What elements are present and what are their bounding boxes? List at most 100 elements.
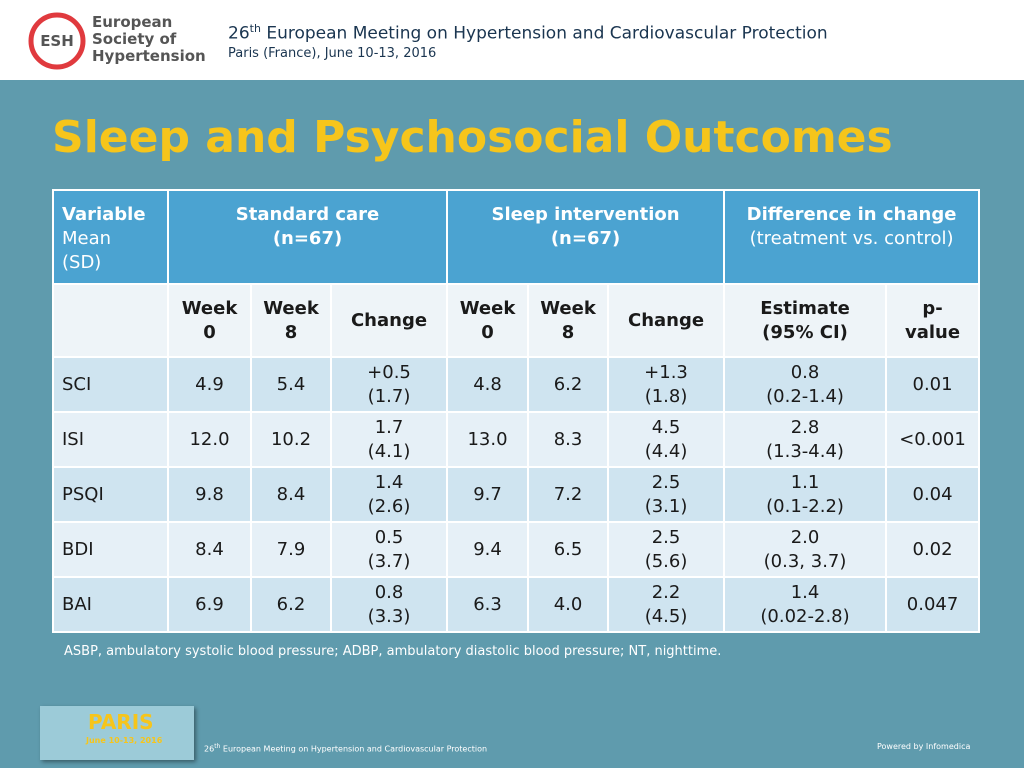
cell-line: Change (627, 309, 705, 331)
cell-line: 0.8 (790, 361, 820, 383)
data-cell: 1.1 (0.1-2.2) (723, 466, 888, 523)
data-cell: 6.9 (167, 576, 252, 633)
data-cell: 0.01 (885, 356, 981, 413)
footnote: ASBP, ambulatory systolic blood pressure… (64, 644, 722, 659)
cell-line: Sleep intervention (491, 204, 680, 225)
subheader-cell: Change (329, 283, 449, 358)
cell-line: (n=67) (272, 228, 343, 249)
cell-text: BAI (62, 593, 92, 615)
cell-line: (4.1) (367, 440, 411, 462)
ordinal-suffix: th (249, 22, 261, 35)
data-cell: ISI (52, 411, 169, 468)
cell-line: 0.5 (374, 526, 404, 548)
logo-line: Society of (92, 30, 177, 48)
data-cell: 12.0 (167, 411, 252, 468)
badge-city: PARIS (88, 710, 154, 734)
data-cell: 8.3 (527, 411, 610, 468)
data-cell: 9.7 (446, 466, 530, 523)
data-row: BDI 8.4 7.9 0.5 (3.7) 9.4 6.5 2.5 (5.6) 2.0 (0.3, … (52, 521, 981, 578)
footer-credit: Powered by Infomedica (877, 742, 971, 751)
cell-text: 9.4 (473, 538, 502, 560)
data-cell: 7.9 (250, 521, 332, 578)
cell-text: ISI (62, 428, 85, 450)
header-cell: Sleep intervention (n=67) (446, 189, 726, 285)
data-cell: 13.0 (446, 411, 530, 468)
data-row: ISI 12.0 10.2 1.7 (4.1) 13.0 8.3 4.5 (4.4) 2.8 (1.… (52, 411, 981, 468)
cell-text: 5.4 (276, 373, 306, 395)
cell-text: 6.2 (276, 593, 306, 615)
data-cell: 6.2 (250, 576, 332, 633)
data-cell: 4.9 (167, 356, 252, 413)
subheader-cell: Change (607, 283, 726, 358)
data-cell: 4.8 (446, 356, 530, 413)
data-cell: 2.2 (4.5) (607, 576, 726, 633)
cell-line: +0.5 (367, 361, 411, 383)
cell-line: 4.5 (651, 416, 681, 438)
data-cell: +1.3 (1.8) (607, 356, 726, 413)
data-cell: 10.2 (250, 411, 332, 468)
cell-line: 2.5 (651, 526, 681, 548)
cell-line: Week (459, 297, 516, 319)
cell-text: 6.9 (195, 593, 224, 615)
subheader-row: Week 0 Week 8 Change Week 0 Week 8 Change Estimate… (52, 283, 981, 358)
header-cell: Variable Mean (SD) (52, 189, 169, 285)
data-cell: 0.5 (3.7) (329, 521, 449, 578)
cell-line: 8 (284, 321, 298, 343)
cell-line: Change (350, 309, 428, 331)
data-cell: 6.5 (527, 521, 610, 578)
cell-line: 2.5 (651, 471, 681, 493)
cell-line: 1.7 (374, 416, 404, 438)
cell-line: 8 (561, 321, 575, 343)
cell-text: BDI (62, 538, 94, 560)
meeting-name: European Meeting on Hypertension and Car… (220, 744, 488, 754)
cell-line: (4.4) (644, 440, 688, 462)
data-cell: 1.7 (4.1) (329, 411, 449, 468)
data-cell: 0.02 (885, 521, 981, 578)
cell-line: +1.3 (644, 361, 688, 383)
cell-text: 4.8 (473, 373, 502, 395)
cell-line: 1.4 (374, 471, 404, 493)
cell-line: p- (922, 297, 943, 319)
cell-text: 13.0 (467, 428, 508, 450)
cell-line: (0.2-1.4) (766, 385, 844, 407)
ordinal: 26 (228, 23, 250, 44)
cell-line: Estimate (760, 297, 850, 319)
data-cell: 5.4 (250, 356, 332, 413)
cell-line: (1.7) (367, 385, 411, 407)
header-cell: Difference in change (treatment vs. contr… (723, 189, 981, 285)
cell-text: SCI (62, 373, 92, 395)
cell-text: <0.001 (899, 428, 966, 450)
cell-text: 6.2 (553, 373, 583, 395)
cell-line: (95% CI) (762, 321, 848, 343)
header-cell (52, 283, 169, 358)
data-cell: 8.4 (167, 521, 252, 578)
cell-text: 8.3 (553, 428, 583, 450)
data-cell: SCI (52, 356, 169, 413)
cell-line: Week (181, 297, 238, 319)
meeting-name: European Meeting on Hypertension and Car… (260, 23, 828, 44)
cell-text: PSQI (62, 483, 104, 505)
cell-line: (0.1-2.2) (766, 495, 844, 517)
data-cell: 0.8 (3.3) (329, 576, 449, 633)
data-cell: 0.04 (885, 466, 981, 523)
logo-line: European (92, 13, 173, 31)
cell-text: 0.02 (912, 538, 953, 560)
data-cell: +0.5 (1.7) (329, 356, 449, 413)
data-cell: 2.5 (3.1) (607, 466, 726, 523)
header-bar: ESH European Society of Hypertension 26t… (0, 0, 1024, 80)
subheader-cell: Week 0 (167, 283, 252, 358)
cell-line: Difference in change (746, 204, 957, 225)
cell-line: Week (540, 297, 596, 319)
subheader-cell: p-value (885, 283, 981, 358)
cell-line: (1.8) (644, 385, 688, 407)
cell-text: 9.7 (473, 483, 502, 505)
cell-line: (3.3) (367, 605, 411, 627)
cell-text: 8.4 (195, 538, 224, 560)
cell-line: 0 (203, 321, 216, 343)
event-badge: PARIS June 10-13, 2016 (40, 706, 194, 760)
ordinal: 26 (204, 744, 215, 754)
cell-text: 0.01 (912, 373, 953, 395)
data-cell: 2.5 (5.6) (607, 521, 726, 578)
cell-text: 8.4 (276, 483, 306, 505)
subheader-cell: Week 0 (446, 283, 530, 358)
